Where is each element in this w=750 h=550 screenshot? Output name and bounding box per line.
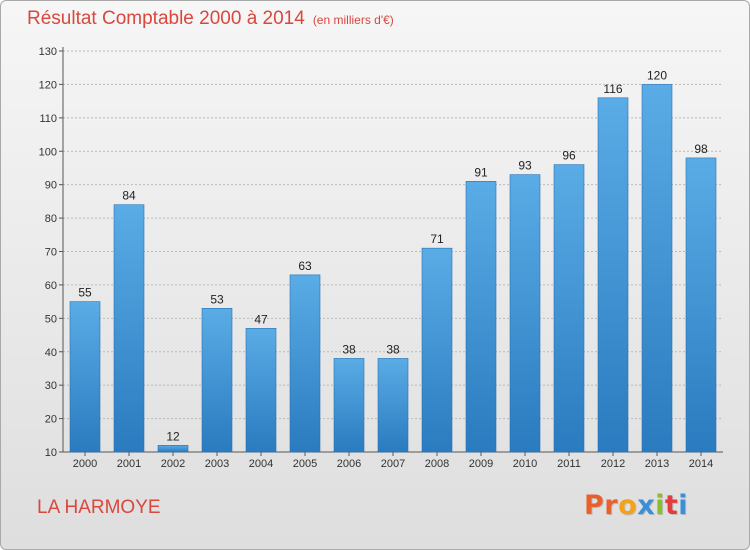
y-tick-label: 120 <box>39 79 57 91</box>
bar-2010 <box>509 174 541 453</box>
x-tick-label: 2001 <box>117 458 141 470</box>
commune-name: LA HARMOYE <box>37 497 161 518</box>
chart-title-block: Résultat Comptable 2000 à 2014 (en millie… <box>27 8 394 30</box>
x-tick-label: 2009 <box>469 458 493 470</box>
x-tick-label: 2002 <box>161 458 185 470</box>
chart-unit: (en milliers d'€) <box>312 13 394 27</box>
bar-value-label: 91 <box>474 165 488 179</box>
bar-value-label: 98 <box>694 142 708 156</box>
bar-value-label: 71 <box>430 232 444 246</box>
y-tick-label: 130 <box>39 46 57 58</box>
y-tick-label: 50 <box>45 313 57 325</box>
x-tick-label: 2004 <box>249 458 273 470</box>
labels: 10 20 30 40 50 60 70 80 90 100 110 120 130 55 2000 84 20… <box>39 46 714 470</box>
x-tick-label: 2005 <box>293 458 317 470</box>
x-tick-label: 2010 <box>513 458 537 470</box>
logo-letter: i <box>678 490 689 521</box>
x-tick-label: 2008 <box>425 458 449 470</box>
y-tick-label: 40 <box>45 347 57 359</box>
bar-2006 <box>333 358 365 453</box>
y-tick-label: 10 <box>45 447 57 459</box>
bar-2003 <box>201 308 233 453</box>
bar-value-label: 12 <box>166 429 180 443</box>
proxiti-logo[interactable]: Proxiti <box>584 490 688 521</box>
y-tick-label: 100 <box>39 146 57 158</box>
x-tick-label: 2013 <box>645 458 669 470</box>
bar-2004 <box>245 328 277 453</box>
bar-value-label: 84 <box>122 189 136 203</box>
bar-value-label: 63 <box>298 259 312 273</box>
bar-2001 <box>113 204 145 453</box>
logo-letter: t <box>664 490 679 521</box>
x-tick-label: 2003 <box>205 458 229 470</box>
bar-2013 <box>641 84 673 453</box>
x-tick-label: 2000 <box>73 458 97 470</box>
logo-letter: P <box>584 490 605 521</box>
logo-letter: x <box>637 490 656 521</box>
bar-value-label: 116 <box>603 82 622 96</box>
bar-value-label: 55 <box>78 286 92 300</box>
bar-2005 <box>289 274 321 453</box>
bar-value-label: 93 <box>518 159 532 173</box>
bar-2007 <box>377 358 409 453</box>
x-tick-label: 2014 <box>689 458 713 470</box>
y-tick-label: 20 <box>45 414 57 426</box>
x-tick-label: 2007 <box>381 458 405 470</box>
bar-value-label: 38 <box>386 342 400 356</box>
bar-2000 <box>69 301 101 453</box>
x-tick-label: 2006 <box>337 458 361 470</box>
bar-2012 <box>597 97 629 453</box>
bar-value-label: 120 <box>647 68 667 82</box>
bar-2011 <box>553 164 585 453</box>
y-tick-label: 110 <box>39 113 57 125</box>
y-tick-label: 90 <box>45 180 57 192</box>
bar-2009 <box>465 181 497 453</box>
logo-letter: r <box>604 490 619 521</box>
y-tick-label: 60 <box>45 280 57 292</box>
bar-value-label: 96 <box>562 149 576 163</box>
bars <box>69 84 717 453</box>
bar-value-label: 38 <box>342 342 356 356</box>
x-tick-label: 2012 <box>601 458 625 470</box>
bar-2014 <box>685 157 717 453</box>
x-tick-label: 2011 <box>557 458 581 470</box>
logo-letter: o <box>618 490 638 521</box>
bar-2002 <box>157 445 189 453</box>
bar-value-label: 53 <box>210 292 224 306</box>
y-tick-label: 70 <box>45 247 57 259</box>
y-tick-label: 30 <box>45 380 57 392</box>
bar-2008 <box>421 247 453 453</box>
chart-title: Résultat Comptable 2000 à 2014 <box>27 8 305 29</box>
y-tick-label: 80 <box>45 213 57 225</box>
logo-letter: i <box>655 490 665 521</box>
bar-value-label: 47 <box>254 312 268 326</box>
